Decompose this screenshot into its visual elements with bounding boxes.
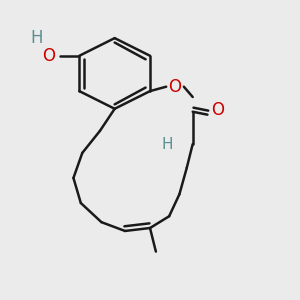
Text: H: H (30, 29, 43, 47)
Text: O: O (211, 101, 224, 119)
Text: O: O (42, 47, 55, 65)
Text: H: H (162, 136, 173, 152)
Text: O: O (169, 78, 182, 96)
